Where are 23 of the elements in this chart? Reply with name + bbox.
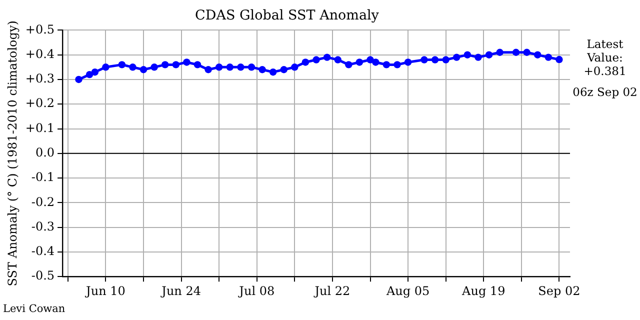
x-tick-label: Aug 05	[385, 284, 430, 298]
text: 06z Sep 02	[572, 85, 638, 99]
x-tick-label: Jun 24	[160, 284, 202, 298]
y-tick-label: -0.3	[31, 219, 55, 234]
y-tick-label: +0.3	[25, 72, 55, 86]
y-tick-label: -0.4	[31, 244, 55, 258]
x-tick-label: Jul 22	[312, 284, 350, 298]
y-tick-label: -0.1	[31, 170, 55, 184]
x-tick-label: Aug 19	[461, 284, 506, 298]
y-tick-label: +0.5	[25, 22, 55, 36]
y-tick-label: +0.2	[25, 96, 55, 110]
text: Levi Cowan	[3, 303, 66, 315]
x-tick-label: Jun 10	[84, 284, 126, 298]
y-tick-label: +0.4	[25, 46, 55, 61]
x-tick-label: Sep 02	[538, 284, 580, 298]
chart-title: CDAS Global SST Anomaly	[195, 8, 380, 24]
y-tick-label: -0.5	[31, 268, 55, 283]
y-tick-label: +0.1	[25, 120, 55, 135]
x-tick-label: Jul 08	[237, 284, 275, 298]
y-tick-label: 0.0	[35, 146, 55, 160]
y-axis-title: SST Anomaly (° C) (1981-2010 climatology)	[5, 20, 20, 286]
text: Latest Value: +0.381	[584, 37, 626, 78]
y-tick-label: -0.2	[31, 194, 55, 209]
